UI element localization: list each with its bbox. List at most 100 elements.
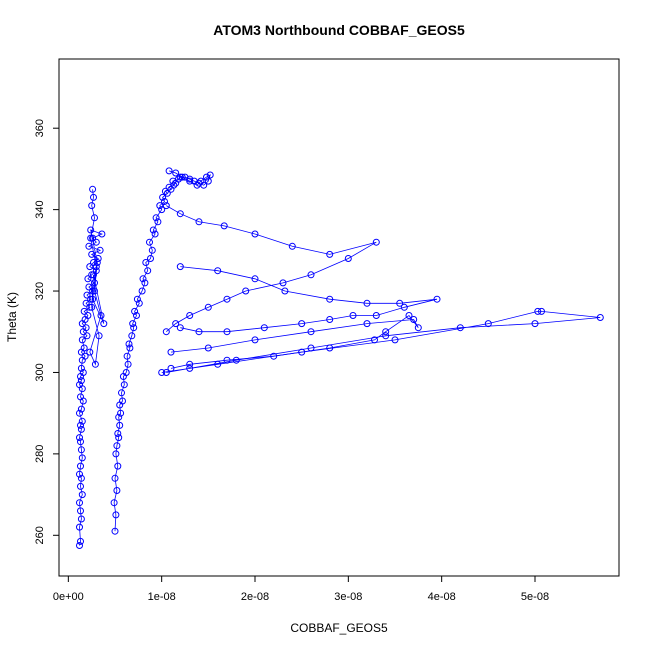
data-point bbox=[167, 348, 175, 356]
data-point bbox=[344, 255, 352, 262]
data-point bbox=[83, 291, 91, 299]
data-point bbox=[87, 234, 95, 242]
data-point bbox=[186, 364, 194, 372]
data-point bbox=[307, 271, 315, 279]
data-point bbox=[90, 193, 97, 201]
data-point bbox=[396, 299, 404, 307]
data-point bbox=[78, 417, 86, 425]
data-point bbox=[165, 167, 173, 175]
data-point bbox=[91, 360, 99, 368]
data-point bbox=[206, 171, 214, 179]
data-point bbox=[133, 295, 141, 303]
data-point bbox=[251, 336, 259, 344]
data-point bbox=[144, 267, 152, 275]
data-point bbox=[82, 299, 90, 307]
data-point bbox=[146, 238, 153, 246]
data-point bbox=[85, 283, 93, 291]
data-point bbox=[77, 405, 85, 413]
x-tick-label: 5e-08 bbox=[521, 591, 549, 603]
data-point bbox=[110, 499, 118, 507]
data-point bbox=[158, 369, 166, 376]
data-point bbox=[89, 234, 97, 242]
series-line-1 bbox=[79, 189, 105, 546]
data-point bbox=[195, 218, 203, 226]
data-point bbox=[128, 332, 136, 340]
data-point bbox=[456, 324, 464, 332]
data-point bbox=[119, 397, 126, 405]
data-point bbox=[115, 434, 123, 442]
data-point bbox=[538, 307, 545, 315]
x-axis: 0e+00 1e-08 2e-08 3e-08 4e-08 5e-08 bbox=[53, 575, 549, 603]
data-point bbox=[326, 295, 334, 303]
data-point bbox=[176, 210, 184, 218]
data-point bbox=[410, 316, 418, 323]
data-point bbox=[176, 173, 184, 181]
data-point bbox=[112, 511, 120, 519]
x-tick-label: 2e-08 bbox=[241, 591, 269, 603]
data-point bbox=[81, 352, 89, 360]
data-point bbox=[88, 303, 96, 311]
data-point bbox=[147, 255, 154, 262]
data-point bbox=[484, 320, 492, 328]
data-point bbox=[223, 295, 231, 303]
data-point bbox=[117, 409, 125, 417]
data-point bbox=[186, 175, 194, 183]
data-point bbox=[92, 238, 100, 246]
data-point bbox=[77, 507, 84, 515]
data-point bbox=[363, 320, 371, 328]
data-point bbox=[96, 246, 104, 254]
x-tick-label: 1e-08 bbox=[148, 591, 176, 603]
data-point bbox=[129, 320, 137, 328]
x-axis-title: COBBAF_GEOS5 bbox=[290, 621, 388, 635]
data-point bbox=[94, 255, 102, 262]
data-point bbox=[162, 202, 170, 210]
data-point bbox=[181, 173, 189, 181]
data-point bbox=[372, 312, 380, 319]
data-point bbox=[77, 515, 85, 523]
data-point bbox=[130, 324, 138, 332]
data-point bbox=[76, 409, 83, 417]
data-point bbox=[172, 320, 180, 328]
data-point bbox=[77, 462, 84, 470]
data-point bbox=[91, 287, 98, 295]
data-point bbox=[176, 324, 184, 332]
data-point bbox=[124, 360, 132, 368]
data-point bbox=[149, 226, 157, 234]
data-point bbox=[111, 474, 119, 482]
data-point bbox=[113, 442, 121, 450]
data-point bbox=[84, 312, 92, 319]
data-point bbox=[214, 360, 222, 368]
data-point bbox=[77, 393, 84, 401]
data-point bbox=[382, 328, 390, 336]
data-point bbox=[197, 177, 205, 185]
data-point bbox=[214, 267, 222, 275]
data-point bbox=[382, 332, 390, 340]
data-point bbox=[79, 369, 87, 376]
data-point bbox=[531, 320, 539, 328]
data-point bbox=[92, 263, 100, 271]
data-point bbox=[80, 344, 88, 352]
data-point bbox=[97, 312, 105, 319]
data-point bbox=[142, 259, 150, 266]
data-point bbox=[161, 198, 168, 205]
data-point bbox=[186, 177, 194, 185]
data-point bbox=[116, 421, 124, 429]
data-point bbox=[195, 328, 203, 336]
data-point bbox=[251, 230, 259, 238]
data-point bbox=[162, 369, 170, 376]
data-point bbox=[251, 275, 259, 283]
data-point bbox=[89, 287, 97, 295]
data-point bbox=[204, 344, 212, 352]
data-series bbox=[76, 167, 604, 549]
data-point bbox=[120, 381, 128, 389]
series-line-6 bbox=[161, 310, 601, 373]
data-point bbox=[77, 438, 84, 446]
data-point bbox=[126, 344, 134, 352]
data-point bbox=[76, 381, 83, 389]
data-point bbox=[163, 189, 171, 197]
data-point bbox=[139, 275, 147, 283]
data-point bbox=[125, 340, 133, 348]
data-point bbox=[77, 537, 84, 545]
x-tick-label: 3e-08 bbox=[334, 591, 362, 603]
data-point bbox=[76, 542, 83, 549]
